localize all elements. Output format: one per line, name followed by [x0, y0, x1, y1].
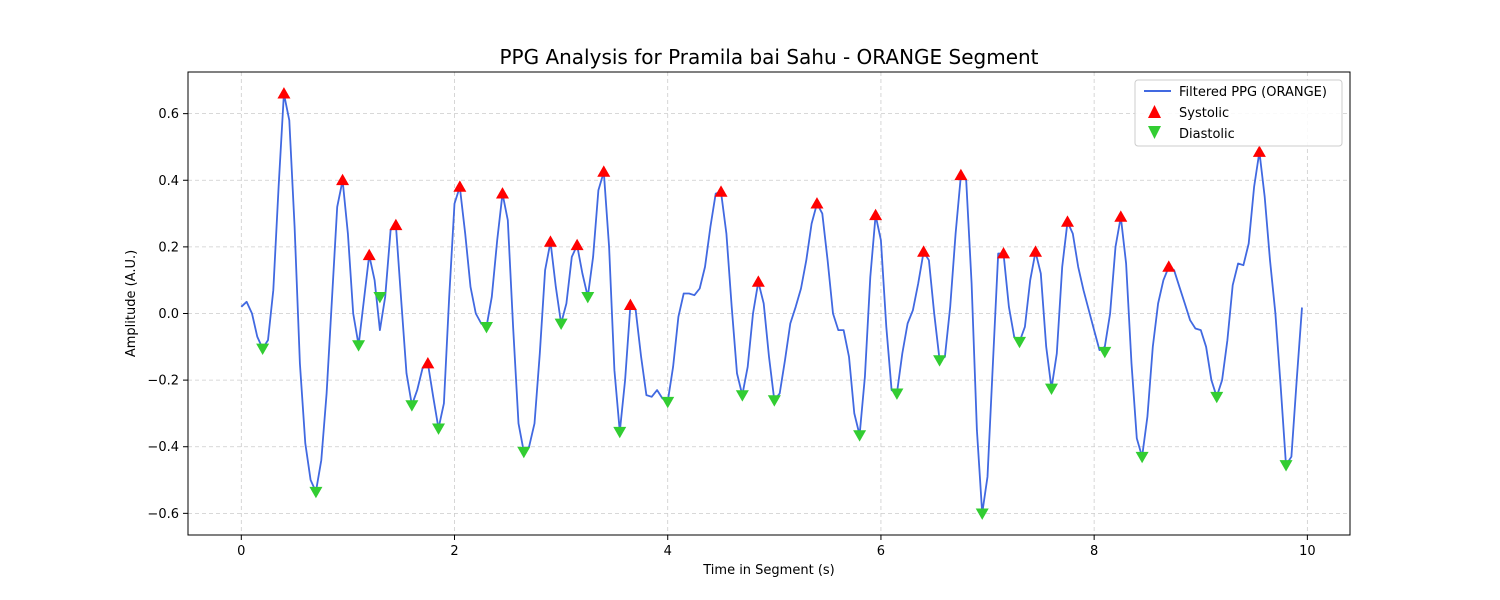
diastolic-marker [975, 508, 989, 520]
systolic-marker [421, 356, 435, 369]
systolic-marker [1060, 215, 1074, 227]
plot-area [240, 87, 1303, 520]
systolic-marker [751, 275, 765, 287]
legend: Filtered PPG (ORANGE) Systolic Diastolic [1134, 79, 1343, 147]
systolic-marker [389, 218, 403, 231]
diastolic-marker [890, 388, 904, 400]
y-tick-label: 0.6 [158, 107, 179, 122]
y-tick-label: 0.0 [158, 307, 179, 322]
diastolic-marker [735, 390, 749, 402]
diastolic-marker [554, 318, 568, 330]
diastolic-marker [1210, 391, 1224, 404]
x-tick-label: 4 [664, 544, 672, 559]
legend-label-filtered: Filtered PPG (ORANGE) [1179, 85, 1327, 100]
y-tick-label: 0.2 [158, 240, 179, 255]
y-tick-label: −0.6 [147, 507, 179, 522]
axes-frame [187, 71, 1351, 536]
systolic-marker [1029, 245, 1043, 257]
systolic-marker [362, 248, 376, 261]
diastolic-marker [853, 430, 867, 442]
diastolic-marker [613, 426, 627, 439]
y-tick-label: 0.4 [158, 174, 179, 189]
x-tick-label: 10 [1299, 544, 1316, 559]
diastolic-marker [1045, 383, 1059, 395]
diastolic-marker [661, 396, 675, 409]
x-tick-label: 2 [450, 544, 458, 559]
x-tick-label: 0 [237, 544, 245, 559]
diastolic-marker [1013, 336, 1027, 349]
diastolic-marker [767, 395, 781, 407]
systolic-marker [336, 173, 350, 186]
systolic-marker [623, 298, 637, 311]
diastolic-marker [479, 321, 493, 334]
chart-title: PPG Analysis for Pramila bai Sahu - ORAN… [499, 45, 1038, 69]
y-tick-label: −0.4 [147, 440, 179, 455]
legend-box [1134, 79, 1343, 147]
systolic-marker [570, 238, 584, 251]
systolic-marker [495, 187, 509, 199]
systolic-marker [597, 165, 611, 177]
diastolic-marker [405, 400, 419, 412]
systolic-marker [869, 208, 883, 221]
x-tick-label: 6 [877, 544, 885, 559]
diastolic-marker [432, 423, 446, 435]
y-axis-label: Amplitude (A.U.) [124, 250, 139, 357]
legend-systolic-marker [1148, 105, 1161, 118]
y-tick-label: −0.2 [147, 374, 179, 389]
systolic-marker [1114, 210, 1128, 222]
legend-diastolic-marker [1148, 126, 1161, 139]
systolic-marker [453, 180, 467, 192]
legend-label-diastolic: Diastolic [1179, 127, 1235, 142]
axis-ticks: 0 2 4 6 8 10 −0.6 −0.4 −0.2 0.0 0.2 0.4 0.6 [147, 107, 1315, 559]
legend-label-systolic: Systolic [1179, 106, 1229, 121]
systolic-marker [954, 168, 968, 181]
diastolic-marker [373, 291, 387, 304]
systolic-marker [714, 185, 728, 197]
systolic-marker [277, 87, 291, 99]
diastolic-marker [1135, 451, 1149, 464]
filtered-ppg-line [240, 92, 1303, 515]
systolic-marker [810, 197, 824, 209]
x-axis-label: Time in Segment (s) [702, 563, 834, 578]
systolic-marker [543, 235, 557, 247]
systolic-marker [997, 247, 1011, 259]
systolic-marker [1162, 260, 1176, 272]
diastolic-marker [933, 355, 947, 367]
diastolic-marker [352, 340, 366, 352]
diastolic-marker [309, 486, 323, 499]
diastolic-marker [256, 343, 270, 355]
diastolic-marker [581, 291, 595, 304]
systolic-marker [917, 245, 931, 257]
diastolic-marker [1279, 460, 1293, 472]
diastolic-marker [517, 446, 531, 459]
systolic-marker [1252, 145, 1266, 157]
diastolic-marker [1098, 346, 1112, 359]
x-tick-label: 8 [1090, 544, 1098, 559]
